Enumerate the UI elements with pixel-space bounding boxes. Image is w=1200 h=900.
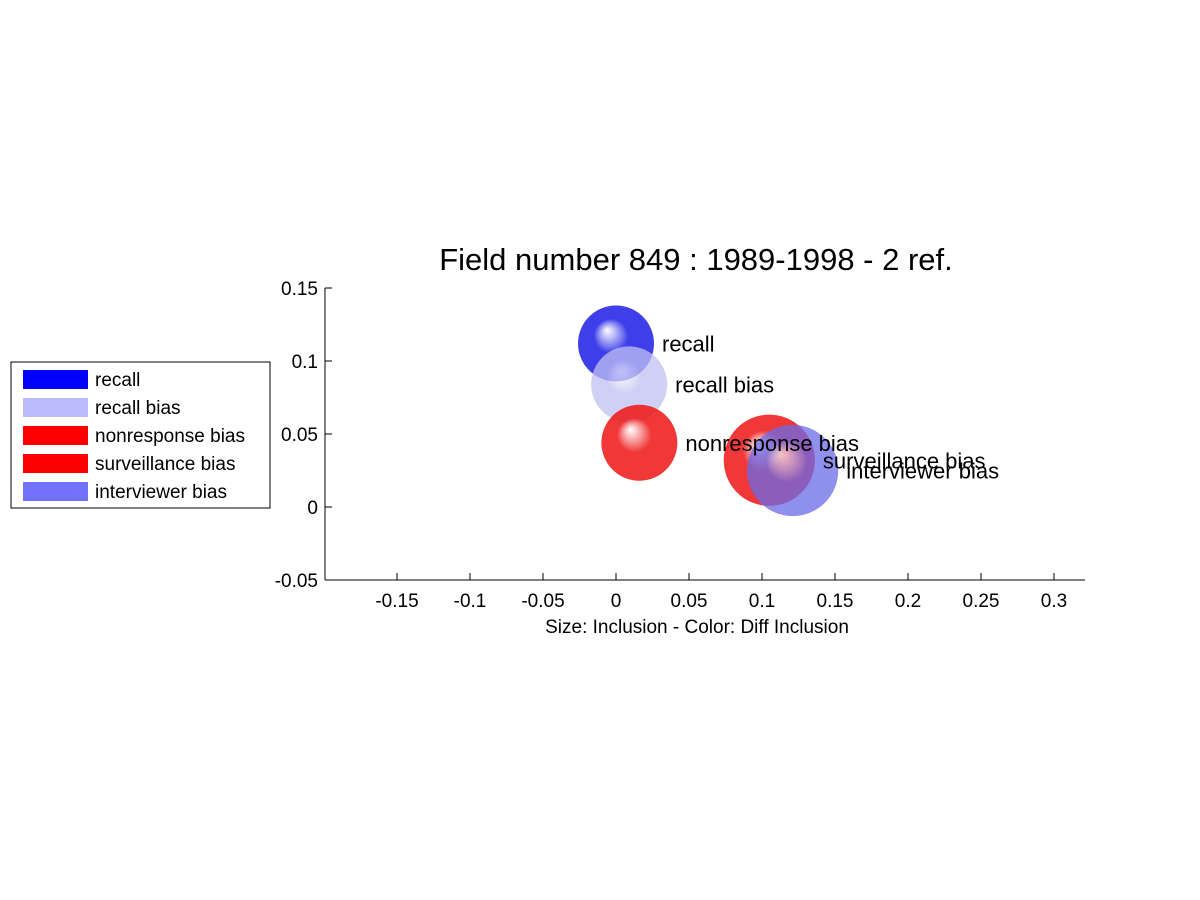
axes: -0.15 -0.1 -0.05 0 0.05 0.1 0.15 0.2 0.25 0.3 -0.… — [275, 279, 1085, 612]
bubble-nonresponse-bias — [601, 404, 678, 481]
y-tick-label: 0.15 — [281, 279, 318, 300]
x-tick-label: 0 — [611, 591, 622, 612]
bubble-label: recall — [662, 331, 715, 356]
x-tick-label: -0.05 — [521, 591, 564, 612]
y-tick-label: 0.05 — [281, 425, 318, 446]
x-tick-label: 0.05 — [671, 591, 708, 612]
legend: recall recall bias nonresponse bias surveil… — [10, 361, 271, 509]
legend-label: nonresponse bias — [95, 426, 245, 447]
bubble-interviewer-bias — [747, 424, 839, 517]
y-tick-label: 0 — [307, 498, 318, 519]
legend-label: interviewer bias — [95, 482, 227, 503]
x-tick-label: 0.25 — [963, 591, 1000, 612]
bubble-label: nonresponse bias — [685, 431, 859, 456]
x-tick-label: -0.15 — [375, 591, 418, 612]
bubble-label: surveillance bias — [823, 448, 986, 473]
y-tick-label: -0.05 — [275, 571, 318, 592]
legend-label: recall bias — [95, 398, 181, 419]
legend-swatch — [23, 426, 88, 445]
x-tick-label: 0.3 — [1041, 591, 1067, 612]
y-ticks: -0.05 0 0.05 0.1 0.15 — [275, 279, 332, 592]
legend-swatch — [23, 482, 88, 501]
bubble-recall-bias — [591, 346, 668, 423]
x-ticks: -0.15 -0.1 -0.05 0 0.05 0.1 0.15 0.2 0.25 0.3 — [375, 573, 1067, 612]
x-tick-label: -0.1 — [454, 591, 487, 612]
y-tick-label: 0.1 — [292, 352, 318, 373]
legend-swatch — [23, 370, 88, 389]
legend-swatch — [23, 454, 88, 473]
bubble-label-group: recall recall bias nonresponse biassurveil… — [662, 331, 999, 483]
x-tick-label: 0.2 — [895, 591, 921, 612]
x-tick-label: 0.15 — [817, 591, 854, 612]
bubble-group — [578, 305, 839, 517]
legend-swatch — [23, 398, 88, 417]
legend-label: recall — [95, 370, 140, 391]
x-axis-label: Size: Inclusion - Color: Diff Inclusion — [545, 617, 849, 638]
bubble-label: recall bias — [675, 372, 774, 397]
x-tick-label: 0.1 — [749, 591, 775, 612]
chart-title: Field number 849 : 1989-1998 - 2 ref. — [439, 242, 953, 277]
legend-label: surveillance bias — [95, 454, 235, 475]
bubble-label: interviewer bias — [846, 459, 999, 484]
